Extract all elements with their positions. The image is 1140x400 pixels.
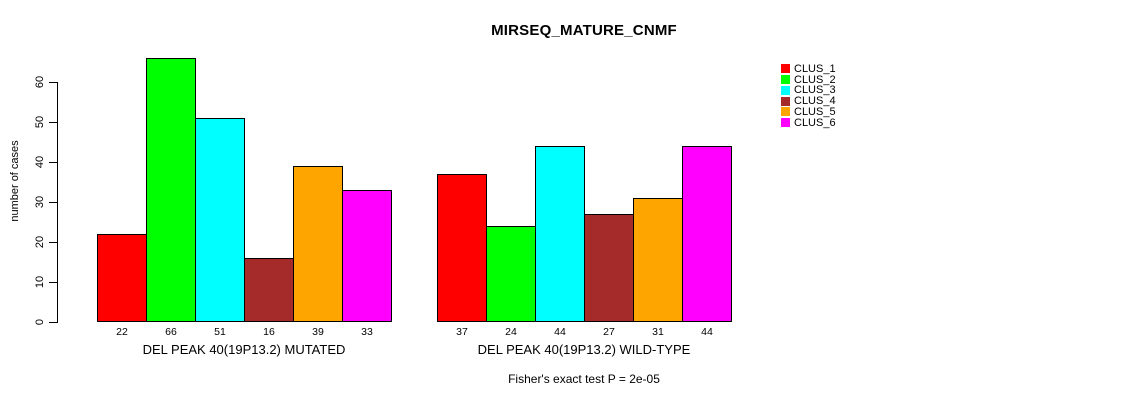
bar-value-label: 24 (505, 326, 517, 338)
bar-value-label: 37 (456, 326, 468, 338)
y-tick-label: 0 (34, 318, 46, 326)
y-tick-mark (49, 282, 57, 283)
bar-clus_3-group2 (535, 146, 585, 322)
legend-swatch-clus-6-icon (781, 118, 790, 128)
legend-swatch-clus-5-icon (781, 107, 790, 117)
bar-value-label: 33 (361, 326, 373, 338)
bar-clus_4-group2 (584, 214, 634, 322)
legend-label: CLUS_3 (794, 84, 836, 97)
chart-title: MIRSEQ_MATURE_CNMF (491, 22, 677, 39)
bar-value-label: 39 (312, 326, 324, 338)
y-tick-label: 60 (34, 75, 46, 89)
y-tick-label: 50 (34, 115, 46, 129)
group-label-mutated: DEL PEAK 40(19P13.2) MUTATED (142, 342, 346, 357)
legend-swatch-clus-2-icon (781, 75, 790, 85)
bar-clus_1-group1 (97, 234, 147, 322)
bar-value-label: 44 (701, 326, 713, 338)
bar-clus_5-group1 (293, 166, 343, 322)
legend-swatch-clus-1-icon (781, 64, 790, 74)
legend-item-clus-4: CLUS_4 (781, 95, 836, 108)
y-axis-line (57, 82, 58, 323)
y-tick-label: 30 (34, 195, 46, 209)
bar-clus_3-group1 (195, 118, 245, 322)
group-label-wildtype: DEL PEAK 40(19P13.2) WILD-TYPE (477, 342, 691, 357)
legend: CLUS_1 CLUS_2 CLUS_3 CLUS_4 CLUS_5 CLUS_… (781, 62, 836, 129)
legend-swatch-clus-4-icon (781, 96, 790, 106)
legend-label: CLUS_2 (794, 73, 836, 86)
bar-clus_1-group2 (437, 174, 487, 322)
bar-value-label: 31 (652, 326, 664, 338)
legend-swatch-clus-3-icon (781, 85, 790, 95)
bar-clus_6-group2 (682, 146, 732, 322)
legend-item-clus-1: CLUS_1 (781, 62, 836, 75)
y-tick-label: 20 (34, 235, 46, 249)
bar-clus_2-group1 (146, 58, 196, 322)
bar-value-label: 51 (214, 326, 226, 338)
legend-label: CLUS_4 (794, 95, 836, 108)
fisher-test-annotation: Fisher's exact test P = 2e-05 (508, 372, 660, 386)
legend-item-clus-2: CLUS_2 (781, 73, 836, 86)
y-tick-label: 10 (34, 275, 46, 289)
legend-label: CLUS_5 (794, 105, 836, 118)
y-tick-mark (49, 202, 57, 203)
bar-value-label: 22 (116, 326, 128, 338)
bar-clus_5-group2 (633, 198, 683, 322)
bar-value-label: 16 (263, 326, 275, 338)
y-tick-label: 40 (34, 155, 46, 169)
legend-label: CLUS_1 (794, 62, 836, 75)
bar-value-label: 27 (603, 326, 615, 338)
bar-value-label: 44 (554, 326, 566, 338)
legend-label: CLUS_6 (794, 116, 836, 129)
y-tick-mark (49, 162, 57, 163)
bar-clus_6-group1 (342, 190, 392, 322)
bar-value-label: 66 (165, 326, 177, 338)
bar-clus_2-group2 (486, 226, 536, 322)
y-axis-label: number of cases (9, 140, 21, 222)
y-tick-mark (49, 122, 57, 123)
y-tick-mark (49, 242, 57, 243)
legend-item-clus-5: CLUS_5 (781, 105, 836, 118)
y-tick-mark (49, 82, 57, 83)
y-tick-mark (49, 322, 57, 323)
legend-item-clus-3: CLUS_3 (781, 84, 836, 97)
bar-clus_4-group1 (244, 258, 294, 322)
legend-item-clus-6: CLUS_6 (781, 116, 836, 129)
